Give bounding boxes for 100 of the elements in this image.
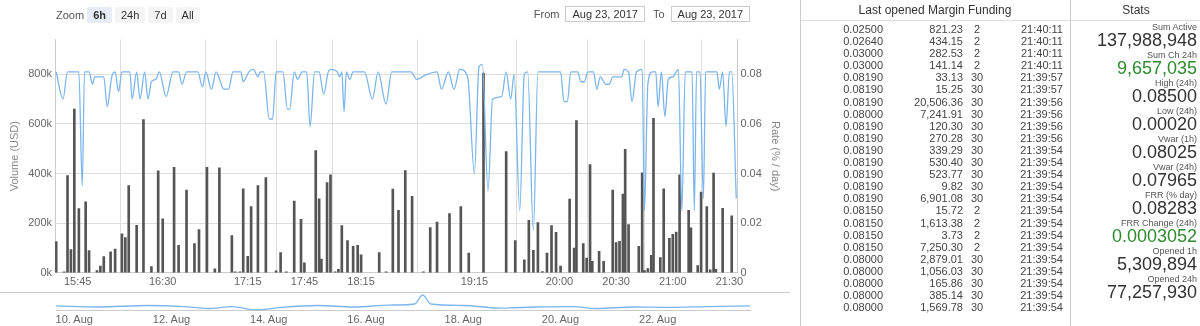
text: 21:39:54: [1019, 180, 1063, 193]
text: 0.08000: [842, 301, 883, 314]
y2-tick-label: 0.06: [740, 116, 762, 129]
text: 1,056.03: [919, 264, 963, 277]
x-tick-label: 22. Aug: [639, 312, 677, 325]
text: Stats: [1071, 0, 1200, 21]
text: 30: [969, 180, 985, 193]
text: 21:39:54: [1019, 228, 1063, 241]
text: 30: [969, 83, 985, 96]
y-axis-title: Volume (USD): [7, 121, 20, 192]
text: 21:39:54: [1019, 192, 1063, 205]
text: From: [533, 8, 560, 20]
text: 0.03000: [842, 59, 883, 72]
text: 21:39:57: [1019, 71, 1063, 84]
y-tick-label: 200k: [28, 216, 53, 229]
text: 530.40: [928, 156, 963, 169]
text: FRR Change (24h): [1119, 218, 1197, 228]
text: To: [652, 8, 665, 20]
text: High (24h): [1153, 78, 1197, 88]
text: 0.08190: [842, 168, 883, 181]
y-tick-label: 400k: [28, 166, 53, 179]
x-tick-label: 21:30: [715, 275, 744, 288]
text: 30: [969, 95, 985, 108]
text: 30: [969, 276, 985, 290]
text: 21:39:56: [1019, 119, 1063, 132]
text: Vwar (24h): [1152, 162, 1197, 172]
text: 9.82: [940, 180, 963, 193]
text: 0.08190: [842, 180, 883, 193]
text: 339.29: [928, 143, 963, 157]
y2-axis-title: Rate (% / day): [770, 121, 783, 192]
text: 7,250.30: [919, 240, 963, 253]
text: 434.15: [928, 35, 963, 48]
text: 21:39:54: [1019, 276, 1063, 290]
text: 30: [969, 301, 985, 314]
text: 2: [972, 23, 982, 36]
text: 21:39:54: [1019, 289, 1063, 302]
text: 3.73: [941, 228, 963, 241]
text: 0.08150: [842, 240, 883, 253]
text: 0.08000: [842, 107, 883, 120]
x-tick-label: 21:00: [659, 275, 687, 288]
text: Sum Ch 24h: [1145, 50, 1197, 60]
text: 30: [969, 156, 985, 169]
text: 0.08000: [842, 276, 883, 290]
text: 6h: [87, 7, 112, 23]
text: 21:39:54: [1019, 301, 1063, 314]
text: 21:39:54: [1019, 240, 1063, 253]
y-tick-label: 800k: [28, 67, 53, 80]
text: Opened 24h: [1146, 274, 1197, 284]
y2-tick-label: 0.02: [740, 216, 762, 229]
text: 5,309,894: [1115, 254, 1197, 274]
text: 0.08190: [842, 119, 883, 132]
text: 15.72: [934, 204, 963, 217]
text: 21:40:11: [1020, 47, 1063, 60]
text: 30: [969, 264, 985, 277]
text: 1,569.78: [919, 301, 963, 314]
text: 2: [972, 47, 982, 60]
text: 30: [969, 252, 985, 265]
text: 7d: [148, 7, 173, 23]
text: 33.13: [934, 71, 963, 84]
x-tick-label: 19:15: [460, 275, 489, 288]
text: 30: [969, 119, 985, 132]
text: 15.25: [934, 83, 963, 96]
text: 21:39:54: [1019, 252, 1063, 265]
text: 137,988,948: [1095, 30, 1197, 50]
text: Opened 1h: [1151, 246, 1197, 256]
text: 385.14: [928, 289, 963, 302]
text: 0.08190: [842, 192, 883, 205]
text: 0.08150: [842, 204, 883, 217]
x-tick-label: 15:45: [63, 275, 92, 288]
text: 0.08190: [842, 71, 883, 84]
text: 1,613.38: [919, 216, 963, 229]
text: 0.08000: [842, 289, 883, 302]
text: FRR (% day): [1144, 190, 1197, 200]
text: All: [175, 7, 200, 23]
text: 0.03000: [842, 47, 883, 60]
text: 0.08190: [842, 83, 883, 96]
x-tick-label: 12. Aug: [152, 312, 191, 325]
text: 2: [972, 228, 982, 241]
text: 21:39:56: [1019, 131, 1063, 144]
text: 30: [969, 143, 985, 157]
text: 21:40:11: [1020, 23, 1063, 36]
text: 0.08190: [842, 156, 883, 169]
text: 0.08190: [842, 143, 883, 157]
text: Sum Active: [1150, 22, 1197, 32]
text: 30: [969, 192, 985, 205]
text: Low (24h): [1155, 106, 1197, 116]
text: 0.02640: [842, 35, 883, 48]
text: 282.53: [928, 47, 963, 60]
text: 21:39:54: [1019, 204, 1063, 217]
x-tick-label: 10. Aug: [55, 312, 93, 325]
y-tick-label: 0k: [40, 265, 53, 278]
text: 0.08190: [842, 95, 883, 108]
text: Aug 23, 2017: [565, 6, 645, 22]
text: 21:39:54: [1019, 216, 1063, 229]
text: Aug 23, 2017: [670, 6, 750, 22]
x-tick-label: 17:45: [290, 275, 319, 288]
text: 0.08150: [842, 228, 883, 241]
text: 120.30: [929, 119, 963, 132]
text: 9,657,035: [1115, 58, 1197, 78]
text: 165.86: [929, 276, 963, 290]
